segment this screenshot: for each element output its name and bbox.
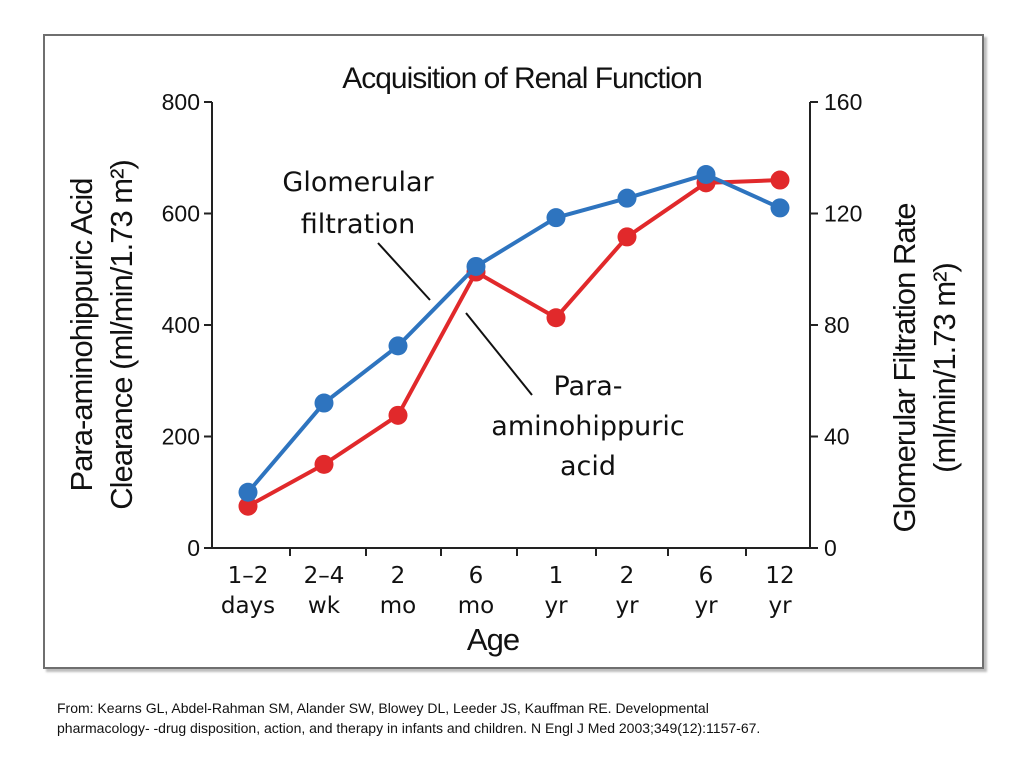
data-point: [388, 405, 408, 425]
pah-leader-line: [465, 312, 533, 396]
left-y-tick-label: 600: [162, 201, 200, 227]
left-y-tick-label: 200: [162, 424, 200, 450]
x-axis-label: Age: [467, 622, 519, 657]
pah-annotation-line: Para-: [553, 371, 622, 402]
x-tick-label: 12: [765, 563, 794, 589]
gfr-annotation-line: filtration: [301, 209, 415, 240]
gfr-annotation-line: Glomerular: [282, 167, 434, 198]
right-y-axis-label: Glomerular Filtration Rate (ml/min/1.73 m…: [887, 204, 962, 533]
series-1: [238, 164, 790, 502]
series-line: [247, 178, 781, 508]
gfr-annotation: Glomerular filtration: [282, 167, 434, 240]
x-tick-label-unit: yr: [615, 593, 639, 619]
data-point: [546, 308, 566, 328]
x-tick-label-unit: mo: [458, 593, 494, 619]
x-tick-label-unit: wk: [308, 593, 341, 619]
renal-function-chart: Acquisition of Renal Function 0200400600…: [64, 62, 962, 657]
gfr-leader-line: [377, 242, 431, 301]
x-tick-label-unit: days: [221, 593, 275, 619]
left-y-tick-label: 800: [162, 89, 200, 115]
chart-title: Acquisition of Renal Function: [342, 62, 702, 95]
x-tick-label: 2: [391, 563, 406, 589]
left-y-axis-label-line: Clearance (ml/min/1.73 m²): [104, 160, 139, 510]
data-point: [696, 164, 716, 184]
data-point: [238, 482, 258, 502]
pah-annotation-line: aminohippuric: [491, 411, 684, 442]
data-point: [617, 188, 637, 208]
data-point: [238, 496, 258, 516]
right-y-axis-label-line: (ml/min/1.73 m²): [927, 263, 962, 473]
right-y-axis-label-line: Glomerular Filtration Rate: [887, 204, 922, 533]
left-y-tick-label: 400: [162, 312, 200, 338]
x-tick-label: 2: [620, 563, 635, 589]
data-point: [388, 336, 408, 356]
pah-annotation: Para-aminohippuric acid: [491, 371, 684, 482]
right-y-tick-label: 40: [824, 424, 850, 450]
axes: 0 200 400 600 800 0 40 80 120 160 1–2 days 2–4 wk 2 mo 6…: [64, 89, 962, 619]
right-y-tick-label: 160: [824, 89, 862, 115]
citation: From: Kearns GL, Abdel-Rahman SM, Alande…: [57, 698, 957, 738]
left-y-axis-label-line: Para-aminohippuric Acid: [64, 178, 99, 491]
x-tick-label-unit: yr: [768, 593, 792, 619]
citation-line-2: pharmacology- -drug disposition, action,…: [57, 720, 761, 736]
x-tick-label-unit: mo: [380, 593, 416, 619]
x-tick-label: 6: [699, 563, 714, 589]
data-point: [314, 454, 334, 474]
right-y-tick-label: 80: [824, 312, 850, 338]
citation-line-1: From: Kearns GL, Abdel-Rahman SM, Alande…: [57, 700, 709, 716]
series-layer: [238, 164, 790, 516]
data-point: [770, 170, 790, 190]
series-line: [246, 172, 781, 494]
data-point: [546, 208, 566, 228]
left-y-axis-label: Para-aminohippuric Acid Clearance (ml/min…: [64, 160, 139, 510]
chart-frame: [43, 34, 984, 669]
x-tick-label: 2–4: [304, 563, 345, 589]
left-y-tick-label: 0: [187, 535, 200, 561]
x-tick-label: 1–2: [228, 563, 269, 589]
pah-annotation-line: acid: [560, 451, 616, 482]
x-tick-label-unit: yr: [544, 593, 568, 619]
annotation-leader-lines: [377, 242, 533, 396]
x-tick-label: 1: [549, 563, 564, 589]
data-point: [617, 227, 637, 247]
data-point: [466, 256, 486, 276]
annotations: Glomerular filtration Para-aminohippuric ac…: [282, 167, 684, 482]
data-point: [314, 393, 334, 413]
right-y-tick-label: 0: [824, 535, 837, 561]
x-tick-label: 6: [469, 563, 484, 589]
right-y-tick-label: 120: [824, 201, 862, 227]
x-tick-label-unit: yr: [694, 593, 718, 619]
data-point: [770, 198, 790, 218]
